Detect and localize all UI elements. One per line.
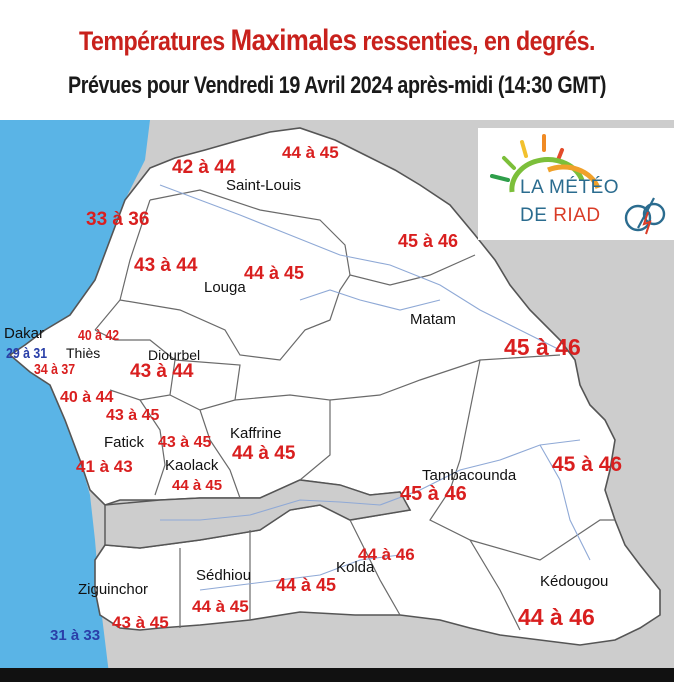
temp-kaolack: 44 à 45 — [172, 477, 223, 494]
gambia — [104, 479, 412, 549]
city-kaolack: Kaolack — [165, 457, 219, 474]
temp-dakar: 29 à 31 — [6, 345, 48, 362]
title-highlight: Maximales — [230, 24, 357, 57]
atlantic-ocean — [0, 120, 150, 682]
temp-louga-east: 44 à 45 — [244, 263, 305, 283]
city-diourbel: Diourbel — [148, 347, 201, 363]
temp-fatick-north: 43 à 45 — [106, 407, 160, 424]
city-louga: Louga — [204, 279, 246, 296]
city-dakar: Dakar — [4, 325, 45, 342]
temp-sea-north: 33 à 36 — [86, 209, 150, 230]
city-ziguinchor: Ziguinchor — [78, 581, 149, 598]
temp-matam-east: 45 à 46 — [504, 334, 581, 360]
header: Températures Maximales ressenties, en de… — [0, 0, 674, 120]
logo-line2: DE RIAD — [520, 205, 601, 226]
temp-ziguinchor: 43 à 45 — [112, 613, 169, 632]
temp-saint-louis-coast: 42 à 44 — [172, 157, 236, 178]
temp-fatick-east: 43 à 45 — [158, 434, 212, 451]
temp-tamba-center: 45 à 46 — [400, 483, 467, 505]
logo: LA MÉTÉO DE RIAD — [478, 128, 674, 240]
city-fatick: Fatick — [104, 434, 145, 451]
temp-mbour: 40 à 44 — [60, 389, 114, 406]
temp-thies-coast: 34 à 37 — [34, 361, 76, 378]
temp-kolda-north: 44 à 46 — [358, 545, 415, 564]
temp-saint-louis-north: 44 à 45 — [282, 143, 339, 162]
city-matam: Matam — [410, 311, 456, 328]
temp-cap-skirring: 31 à 33 — [50, 627, 101, 644]
temp-fatick-south: 41 à 43 — [76, 457, 133, 476]
temp-thies-north: 40 à 42 — [78, 327, 120, 344]
city-tambacounda: Tambacounda — [422, 467, 517, 484]
temp-kolda-west: 44 à 45 — [276, 575, 337, 595]
temp-kedougou: 44 à 46 — [518, 604, 595, 630]
temp-sedhiou: 44 à 45 — [192, 597, 249, 616]
city-sedhiou: Sédhiou — [196, 567, 252, 584]
temp-louga-west: 43 à 44 — [134, 255, 198, 276]
temp-kaffrine: 44 à 45 — [232, 443, 296, 464]
city-kedougou: Kédougou — [540, 573, 609, 590]
city-kaffrine: Kaffrine — [230, 425, 282, 442]
bottom-bar — [0, 668, 674, 682]
map-subtitle: Prévues pour Vendredi 19 Avril 2024 aprè… — [67, 72, 607, 99]
rivers — [159, 184, 591, 591]
region-borders — [94, 189, 615, 631]
city-thies: Thiès — [66, 345, 101, 361]
temp-tamba-east: 45 à 46 — [552, 453, 623, 476]
cloud-icon — [624, 204, 652, 232]
city-kolda: Kolda — [336, 559, 375, 576]
temp-diourbel: 43 à 44 — [130, 361, 194, 382]
city-saint-louis: Saint-Louis — [226, 177, 302, 194]
temp-matam-north: 45 à 46 — [398, 231, 459, 251]
sun-rays-icon — [490, 134, 666, 235]
logo-line1: LA MÉTÉO — [520, 177, 620, 198]
map-title: Températures Maximales ressenties, en de… — [78, 24, 596, 57]
